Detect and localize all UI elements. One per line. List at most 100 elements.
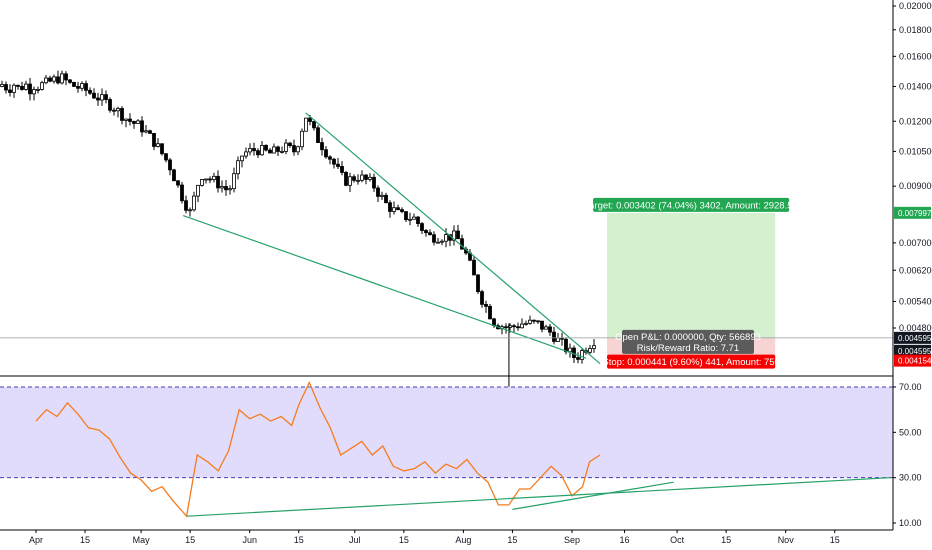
time-x-axis[interactable]: Apr 15 May 15 Jun 15 Jul 15 Aug 15 Sep 16 Oct 15 Nov 15 bbox=[29, 530, 840, 545]
candle bbox=[144, 124, 148, 134]
target-price-tag: 0.007997 bbox=[894, 206, 932, 219]
candle bbox=[556, 332, 560, 343]
candle bbox=[172, 168, 176, 182]
candle bbox=[204, 178, 208, 184]
entry-price-tag: 0.004595 bbox=[894, 331, 932, 344]
candle bbox=[436, 238, 440, 244]
candle bbox=[48, 75, 52, 83]
candle bbox=[468, 248, 472, 262]
candle bbox=[24, 80, 28, 91]
rsi-y-axis[interactable]: 70.00 50.00 30.00 10.00 bbox=[893, 382, 922, 528]
candle bbox=[188, 207, 192, 217]
candle bbox=[16, 84, 20, 90]
candle bbox=[40, 80, 44, 91]
candle bbox=[212, 172, 216, 183]
rsi-trendlines[interactable] bbox=[186, 477, 891, 517]
current-price-tag-text: 0.004595 bbox=[898, 347, 932, 356]
rsi-trendline[interactable] bbox=[186, 477, 891, 517]
current-price-tag-bg bbox=[894, 344, 931, 357]
candle bbox=[412, 213, 416, 220]
target-label[interactable]: Target: 0.003402 (74.04%) 3402, Amount: … bbox=[584, 197, 798, 212]
price-trendline[interactable] bbox=[305, 112, 601, 365]
candle bbox=[56, 70, 60, 85]
candle bbox=[192, 191, 196, 212]
candle bbox=[536, 320, 540, 324]
price-tick-label: 0.004800 bbox=[899, 323, 932, 333]
candle bbox=[64, 71, 68, 86]
risk-reward-text: Risk/Reward Ratio: 7.71 bbox=[637, 343, 739, 354]
candle bbox=[420, 221, 424, 235]
candle bbox=[424, 229, 428, 237]
price-trendlines[interactable] bbox=[182, 112, 601, 365]
price-trendline[interactable] bbox=[182, 215, 587, 359]
target-label-text: Target: 0.003402 (74.04%) 3402, Amount: … bbox=[584, 200, 797, 211]
candle bbox=[140, 116, 144, 137]
candle bbox=[516, 322, 520, 331]
entry-price-tag-bg bbox=[894, 331, 931, 344]
candle bbox=[168, 157, 172, 176]
candle bbox=[296, 145, 300, 156]
candle bbox=[216, 170, 220, 193]
stop-label[interactable]: Stop: 0.000441 (9.60%) 441, Amount: 750 bbox=[602, 354, 780, 369]
candle bbox=[164, 153, 168, 163]
candle bbox=[428, 229, 432, 236]
candle bbox=[200, 178, 204, 187]
candle bbox=[80, 81, 84, 92]
candle bbox=[524, 320, 528, 326]
time-tick-label: 15 bbox=[830, 535, 840, 545]
candle bbox=[312, 120, 316, 131]
candle bbox=[152, 133, 156, 151]
candle bbox=[332, 157, 336, 169]
candle bbox=[416, 216, 420, 227]
time-tick-label: May bbox=[133, 535, 151, 545]
candle bbox=[104, 90, 108, 104]
candle bbox=[460, 234, 464, 250]
rsi-series bbox=[35, 380, 601, 518]
candle bbox=[112, 107, 116, 116]
rsi-band bbox=[0, 387, 893, 478]
candle bbox=[116, 106, 120, 118]
candle bbox=[456, 224, 460, 240]
candle bbox=[472, 255, 476, 276]
candle bbox=[156, 138, 160, 148]
candle bbox=[236, 156, 240, 180]
candle bbox=[292, 139, 296, 156]
time-tick-label: Sep bbox=[564, 535, 580, 545]
time-tick-label: 15 bbox=[294, 535, 304, 545]
candle bbox=[36, 86, 40, 94]
time-tick-label: Oct bbox=[670, 535, 685, 545]
candle bbox=[272, 143, 276, 154]
candle bbox=[252, 142, 256, 156]
candle bbox=[580, 348, 584, 364]
rsi-trendline[interactable] bbox=[512, 481, 674, 510]
candle bbox=[540, 320, 544, 333]
candle bbox=[388, 200, 392, 218]
candle bbox=[88, 87, 92, 96]
position-target-zone[interactable] bbox=[607, 212, 776, 338]
candle bbox=[8, 84, 12, 97]
position-info-box[interactable]: Open P&L: 0.000000, Qty: 566893 Risk/Rew… bbox=[615, 329, 761, 354]
stop-label-text: Stop: 0.000441 (9.60%) 441, Amount: 750 bbox=[602, 357, 779, 368]
rsi-tick-label: 50.00 bbox=[899, 427, 922, 437]
candle bbox=[396, 204, 400, 211]
time-tick-label: Nov bbox=[778, 535, 795, 545]
time-tick-label: Apr bbox=[29, 535, 43, 545]
candle bbox=[256, 148, 260, 158]
candle bbox=[244, 147, 248, 159]
candle bbox=[552, 326, 556, 345]
candle bbox=[28, 77, 32, 101]
candle bbox=[588, 345, 592, 354]
stop-price-tag-text: 0.004154 bbox=[898, 357, 932, 366]
candle bbox=[548, 323, 552, 336]
candle bbox=[336, 157, 340, 170]
candle bbox=[304, 117, 308, 132]
time-tick-label: 15 bbox=[721, 535, 731, 545]
candle bbox=[108, 97, 112, 113]
rsi-tick-label: 10.00 bbox=[899, 518, 922, 528]
